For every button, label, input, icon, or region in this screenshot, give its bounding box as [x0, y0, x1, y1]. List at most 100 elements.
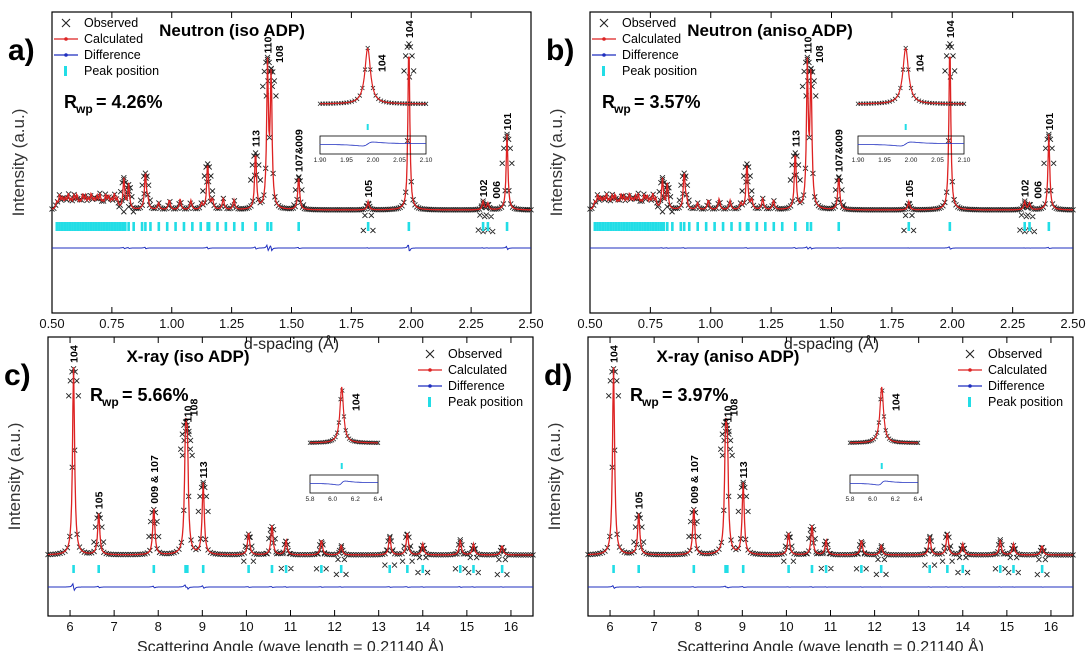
inset-tick-label: 5.8 [845, 496, 854, 503]
x-tick-label: 16 [1044, 619, 1058, 634]
legend-label: Peak position [622, 64, 697, 78]
x-tick-label: 7 [651, 619, 658, 634]
legend-peak-marker [428, 397, 431, 407]
panel-letter: a) [8, 34, 35, 67]
legend-peak-marker [64, 66, 67, 76]
peak-label: 101 [502, 113, 514, 131]
peak-label: 104 [609, 345, 621, 363]
x-tick-label: 1.00 [159, 316, 184, 331]
inset-tick-label: 2.05 [931, 157, 944, 164]
peak-label: 104 [404, 20, 416, 38]
peak-label: 110 [182, 405, 194, 422]
inset-tick-label: 6.4 [373, 496, 382, 503]
difference-series [48, 582, 533, 592]
legend-label: Difference [622, 48, 679, 62]
peak-label: 105 [904, 180, 916, 198]
x-tick-label: 9 [739, 619, 746, 634]
inset-difference [849, 480, 918, 486]
x-tick-label: 1.50 [819, 316, 844, 331]
legend-difference-dot [968, 384, 972, 388]
panel-title: X-ray (iso ADP) [126, 347, 249, 366]
inset-frame [857, 135, 965, 155]
inset-tick-label: 2.05 [393, 157, 406, 164]
peak-label: 110 [263, 36, 275, 53]
inset-frame [309, 474, 379, 494]
panel-letter: d) [544, 359, 572, 392]
r-symbol: R [64, 92, 77, 112]
x-tick-label: 2.50 [518, 316, 543, 331]
peak-label: 101 [1044, 113, 1056, 131]
inset-peak-label: 104 [351, 393, 363, 411]
x-tick-label: 13 [911, 619, 925, 634]
rwp-value: = 3.97% [662, 385, 729, 405]
y-axis-label: Intensity (a.u.) [5, 423, 24, 531]
x-tick-label: 0.75 [638, 316, 663, 331]
legend-label: Difference [988, 379, 1045, 393]
peak-label: 105 [94, 491, 106, 509]
x-tick-label: 2.25 [1000, 316, 1025, 331]
peak-label: 102 [1020, 179, 1032, 197]
x-tick-label: 15 [1000, 619, 1014, 634]
wp-subscript: wp [613, 102, 631, 116]
x-tick-label: 7 [111, 619, 118, 634]
inset-tick-label: 2.10 [420, 157, 433, 164]
inset-tick-label: 6.0 [868, 496, 877, 503]
legend-label: Peak position [84, 64, 159, 78]
legend-label: Observed [84, 16, 138, 30]
panel-letter: c) [4, 359, 31, 392]
inset-peak-label: 104 [377, 54, 389, 72]
r-symbol: R [602, 92, 615, 112]
inset-frame [319, 135, 427, 155]
inset-frame [849, 474, 919, 494]
legend-label: Observed [988, 347, 1042, 361]
peak-label: 113 [790, 130, 802, 147]
peak-label: 105 [634, 491, 646, 509]
legend-difference-dot [602, 53, 606, 57]
calculated-series [51, 56, 531, 211]
rwp-value: = 5.66% [122, 385, 189, 405]
inset-peak-label: 104 [915, 54, 927, 72]
x-tick-label: 2.00 [399, 316, 424, 331]
x-tick-label: 11 [284, 619, 298, 634]
legend-observed-marker [599, 18, 609, 28]
x-tick-label: 2.50 [1060, 316, 1085, 331]
wp-subscript: wp [75, 102, 93, 116]
legend-label: Calculated [84, 32, 143, 46]
rwp-value: = 4.26% [96, 92, 163, 112]
peak-label: 108 [729, 399, 741, 417]
panel-b: 0.50 0.75 1.00 1.25 1.50 1.75 2.00 2.25 2.50 d-sp… [546, 11, 1086, 353]
legend-difference-dot [64, 53, 68, 57]
peak-label: 107&009 [834, 129, 846, 172]
inset-difference [857, 141, 964, 147]
x-tick-label: 12 [867, 619, 881, 634]
legend-peak-marker [968, 397, 971, 407]
inset-difference [309, 480, 378, 486]
inset-tick-label: 5.8 [305, 496, 314, 503]
legend-label: Peak position [448, 395, 523, 409]
wp-subscript: wp [641, 395, 659, 409]
difference-series [52, 243, 531, 252]
panel-title: Neutron (iso ADP) [159, 21, 305, 40]
legend-label: Difference [84, 48, 141, 62]
x-tick-label: 10 [239, 619, 253, 634]
x-tick-label: 6 [606, 619, 613, 634]
x-tick-label: 0.75 [99, 316, 124, 331]
inset-plot: 5.8 6.0 6.2 6.4 104 [845, 386, 923, 503]
peak-label: 108 [814, 45, 826, 63]
legend-observed-marker [425, 349, 435, 359]
inset-tick-label: 1.90 [314, 157, 327, 164]
peak-label: 104 [945, 20, 957, 38]
x-axis-label: d-spacing (Å) [244, 334, 339, 353]
inset-difference [319, 141, 426, 147]
panel-a: 0.50 0.75 1.00 1.25 1.50 1.75 2.00 2.25 2.50 d-sp… [8, 11, 544, 353]
calculated-series [48, 367, 533, 556]
x-tick-label: 0.50 [39, 316, 64, 331]
peak-label: 102 [478, 179, 490, 197]
peak-label: 006 [491, 181, 503, 199]
panel-c: 6 7 8 9 10 11 12 13 14 15 16 Scattering Angle (wave… [4, 336, 536, 651]
peak-label: 104 [69, 345, 81, 363]
panel-title: X-ray (aniso ADP) [657, 347, 800, 366]
x-tick-label: 16 [504, 619, 518, 634]
legend-observed-marker [61, 18, 71, 28]
r-symbol: R [630, 385, 643, 405]
